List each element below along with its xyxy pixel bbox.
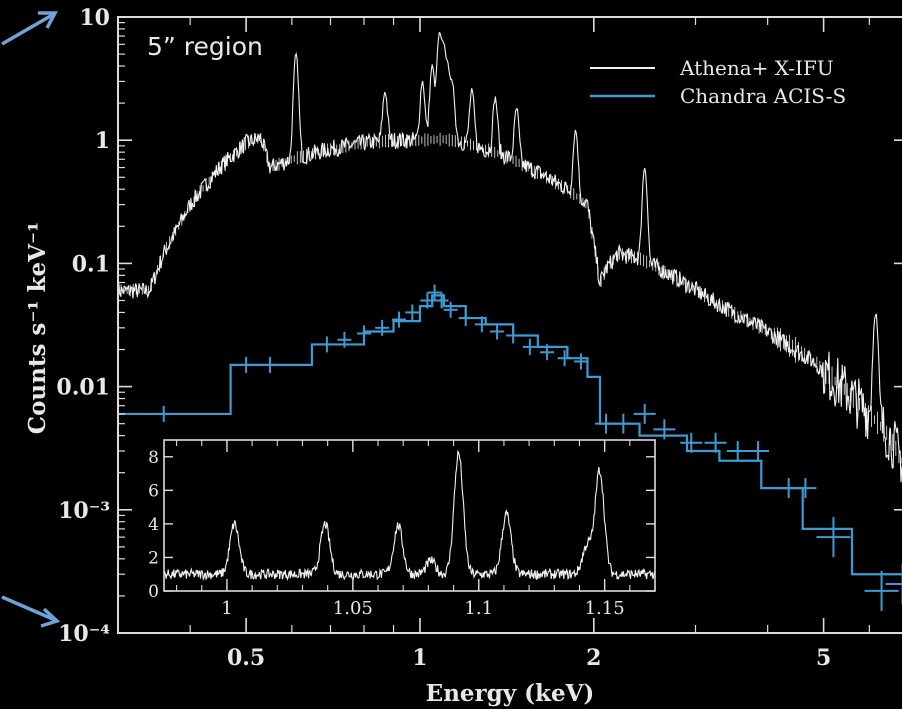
legend-label-athena: Athena+ X-IFU (679, 56, 834, 80)
inset-frame (163, 439, 656, 592)
chandra-data-point (726, 441, 749, 462)
y-tick-label: 0.1 (72, 251, 110, 277)
chandra-data-point (405, 304, 420, 321)
chandra-data-point (506, 327, 521, 344)
y-axis-label: Counts s⁻¹ keV⁻¹ (24, 222, 51, 434)
chandra-data-point (864, 570, 899, 611)
top-arrow-icon (1, 11, 58, 46)
chandra-data-point (420, 292, 435, 309)
legend-label-chandra: Chandra ACIS-S (680, 84, 846, 108)
legend: Athena+ X-IFU Chandra ACIS-S (590, 56, 846, 108)
chandra-data-point (156, 405, 171, 422)
chandra-data-point (540, 344, 555, 361)
y-tick-label: 0.01 (56, 375, 110, 401)
y-tick-label: 10 (79, 5, 110, 31)
chandra-data-point (427, 284, 442, 301)
inset-y-tick-label: 6 (148, 481, 159, 501)
chandra-data-point (356, 325, 371, 342)
chandra-data-point (392, 311, 407, 328)
inset-plot-area (163, 449, 656, 581)
chandra-data-point (653, 419, 676, 440)
inset-background (164, 440, 655, 591)
chandra-data-point (557, 350, 572, 367)
chandra-data-point (680, 432, 703, 453)
inset-y-tick-label: 0 (148, 582, 159, 602)
chandra-data-point (612, 413, 635, 434)
chandra-data-point (337, 331, 352, 348)
chandra-data-point (573, 353, 588, 370)
inset-y-tick-label: 8 (148, 448, 159, 468)
chandra-data-point (443, 301, 458, 318)
chandra-data-point (263, 356, 278, 373)
main-axis-ticks (117, 16, 902, 634)
x-axis-label: Energy (keV) (426, 680, 595, 707)
inset-axis-tick-labels: 0 2 4 6 8 1 1.05 1.1 1.15 (148, 448, 625, 619)
y-tick-label: 10⁻⁴ (58, 621, 110, 647)
bottom-arrow-icon (1, 595, 61, 628)
chandra-data-point (474, 316, 489, 333)
x-tick-label: 5 (816, 645, 831, 671)
chandra-data-point (458, 310, 473, 327)
main-plot-frame (117, 16, 902, 634)
chandra-data-point (747, 441, 770, 462)
inset-x-tick-label: 1.1 (464, 598, 493, 619)
inset-x-tick-label: 1 (221, 598, 232, 619)
inset-x-tick-label: 1.15 (585, 598, 625, 619)
chandra-data-point (375, 319, 390, 336)
chandra-data-point (522, 338, 537, 355)
region-annotation: 5” region (147, 32, 263, 61)
x-tick-label: 1 (412, 645, 427, 671)
inset-spectrum-line (163, 449, 656, 581)
chandra-data-point (885, 563, 902, 604)
y-tick-label: 10⁻³ (58, 498, 110, 524)
main-plot-area (117, 31, 902, 611)
athena-spectrum-line (117, 31, 902, 483)
chandra-data-point (704, 432, 727, 453)
chandra-data-point (794, 478, 817, 499)
chandra-data-point (490, 323, 505, 340)
chandra-data-point (239, 356, 254, 373)
y-tick-label: 1 (95, 128, 110, 154)
chandra-data-point (633, 403, 656, 424)
chandra-data-point (434, 292, 449, 309)
x-tick-label: 2 (586, 645, 601, 671)
x-tick-label: 0.5 (227, 645, 265, 671)
inset-y-tick-label: 2 (148, 548, 159, 568)
inset-axis-ticks (164, 440, 656, 592)
inset-x-tick-label: 1.05 (333, 598, 373, 619)
chandra-data-point (816, 517, 851, 558)
inset-y-tick-label: 4 (148, 515, 159, 535)
chandra-data-point (319, 336, 334, 353)
chandra-model-line (118, 294, 902, 576)
